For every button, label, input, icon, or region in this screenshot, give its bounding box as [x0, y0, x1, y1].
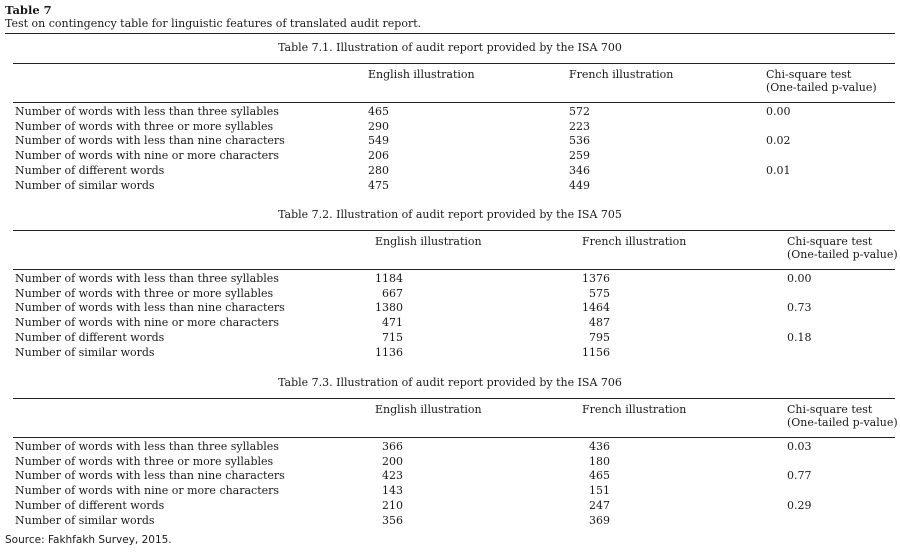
french-value: 346: [569, 164, 590, 177]
column-header-french: French illustration: [569, 68, 674, 81]
english-value: 206: [368, 149, 389, 162]
french-value: 180: [589, 455, 610, 468]
row-label: Number of different words: [15, 164, 165, 177]
french-value: 572: [569, 105, 590, 118]
subtable-header-rule: [13, 269, 895, 270]
p-value: 0.00: [787, 272, 812, 285]
french-value: 259: [569, 149, 590, 162]
english-value: 465: [368, 105, 389, 118]
column-header-p-value: (One-tailed p-value): [766, 81, 877, 94]
column-header-chi-square: Chi-square test: [787, 403, 873, 416]
p-value: 0.73: [787, 301, 812, 314]
row-label: Number of words with less than three syl…: [15, 272, 279, 285]
english-value: 549: [368, 134, 389, 147]
p-value: 0.02: [766, 134, 791, 147]
column-header-french: French illustration: [582, 403, 687, 416]
english-value: 1184: [375, 272, 403, 285]
english-value: 356: [382, 514, 403, 527]
french-value: 369: [589, 514, 610, 527]
english-value: 1136: [375, 346, 403, 359]
subtable-top-rule: [13, 230, 895, 231]
french-value: 795: [589, 331, 610, 344]
column-header-french: French illustration: [582, 235, 687, 248]
english-value: 1380: [375, 301, 403, 314]
subtable-title: Table 7.1. Illustration of audit report …: [278, 41, 622, 54]
column-header-english: English illustration: [368, 68, 475, 81]
subtable-top-rule: [13, 63, 895, 64]
row-label: Number of words with less than nine char…: [15, 134, 285, 147]
row-label: Number of words with less than three syl…: [15, 440, 279, 453]
french-value: 487: [589, 316, 610, 329]
row-label: Number of different words: [15, 331, 165, 344]
french-value: 465: [589, 469, 610, 482]
english-value: 471: [382, 316, 403, 329]
french-value: 151: [589, 484, 610, 497]
english-value: 143: [382, 484, 403, 497]
subtable-header-rule: [13, 437, 895, 438]
row-label: Number of similar words: [15, 179, 155, 192]
french-value: 436: [589, 440, 610, 453]
row-label: Number of words with less than nine char…: [15, 469, 285, 482]
row-label: Number of different words: [15, 499, 165, 512]
english-value: 667: [382, 287, 403, 300]
subtable-header-rule: [13, 102, 895, 103]
english-value: 475: [368, 179, 389, 192]
english-value: 423: [382, 469, 403, 482]
p-value: 0.29: [787, 499, 812, 512]
english-value: 200: [382, 455, 403, 468]
row-label: Number of words with nine or more charac…: [15, 316, 280, 329]
row-label: Number of words with less than three syl…: [15, 105, 279, 118]
row-label: Number of words with three or more sylla…: [15, 455, 274, 468]
french-value: 1376: [582, 272, 610, 285]
p-value: 0.77: [787, 469, 812, 482]
french-value: 223: [569, 120, 590, 133]
english-value: 366: [382, 440, 403, 453]
row-label: Number of similar words: [15, 346, 155, 359]
subtable-top-rule: [13, 398, 895, 399]
subtable-title: Table 7.2. Illustration of audit report …: [278, 208, 622, 221]
table-caption: Test on contingency table for linguistic…: [5, 17, 422, 30]
column-header-chi-square: Chi-square test: [787, 235, 873, 248]
french-value: 575: [589, 287, 610, 300]
french-value: 1156: [582, 346, 610, 359]
row-label: Number of similar words: [15, 514, 155, 527]
english-value: 290: [368, 120, 389, 133]
french-value: 536: [569, 134, 590, 147]
row-label: Number of words with three or more sylla…: [15, 120, 274, 133]
row-label: Number of words with nine or more charac…: [15, 149, 280, 162]
p-value: 0.18: [787, 331, 812, 344]
english-value: 210: [382, 499, 403, 512]
column-header-chi-square: Chi-square test: [766, 68, 852, 81]
row-label: Number of words with less than nine char…: [15, 301, 285, 314]
column-header-p-value: (One-tailed p-value): [787, 416, 898, 429]
subtable-title: Table 7.3. Illustration of audit report …: [278, 376, 622, 389]
table-label: Table 7: [5, 3, 52, 17]
p-value: 0.01: [766, 164, 791, 177]
column-header-english: English illustration: [375, 403, 482, 416]
p-value: 0.00: [766, 105, 791, 118]
p-value: 0.03: [787, 440, 812, 453]
row-label: Number of words with three or more sylla…: [15, 287, 274, 300]
french-value: 247: [589, 499, 610, 512]
caption-rule: [5, 33, 895, 34]
source-note: Source: Fakhfakh Survey, 2015.: [5, 534, 172, 546]
english-value: 715: [382, 331, 403, 344]
english-value: 280: [368, 164, 389, 177]
column-header-p-value: (One-tailed p-value): [787, 248, 898, 261]
column-header-english: English illustration: [375, 235, 482, 248]
french-value: 449: [569, 179, 590, 192]
row-label: Number of words with nine or more charac…: [15, 484, 280, 497]
french-value: 1464: [582, 301, 610, 314]
